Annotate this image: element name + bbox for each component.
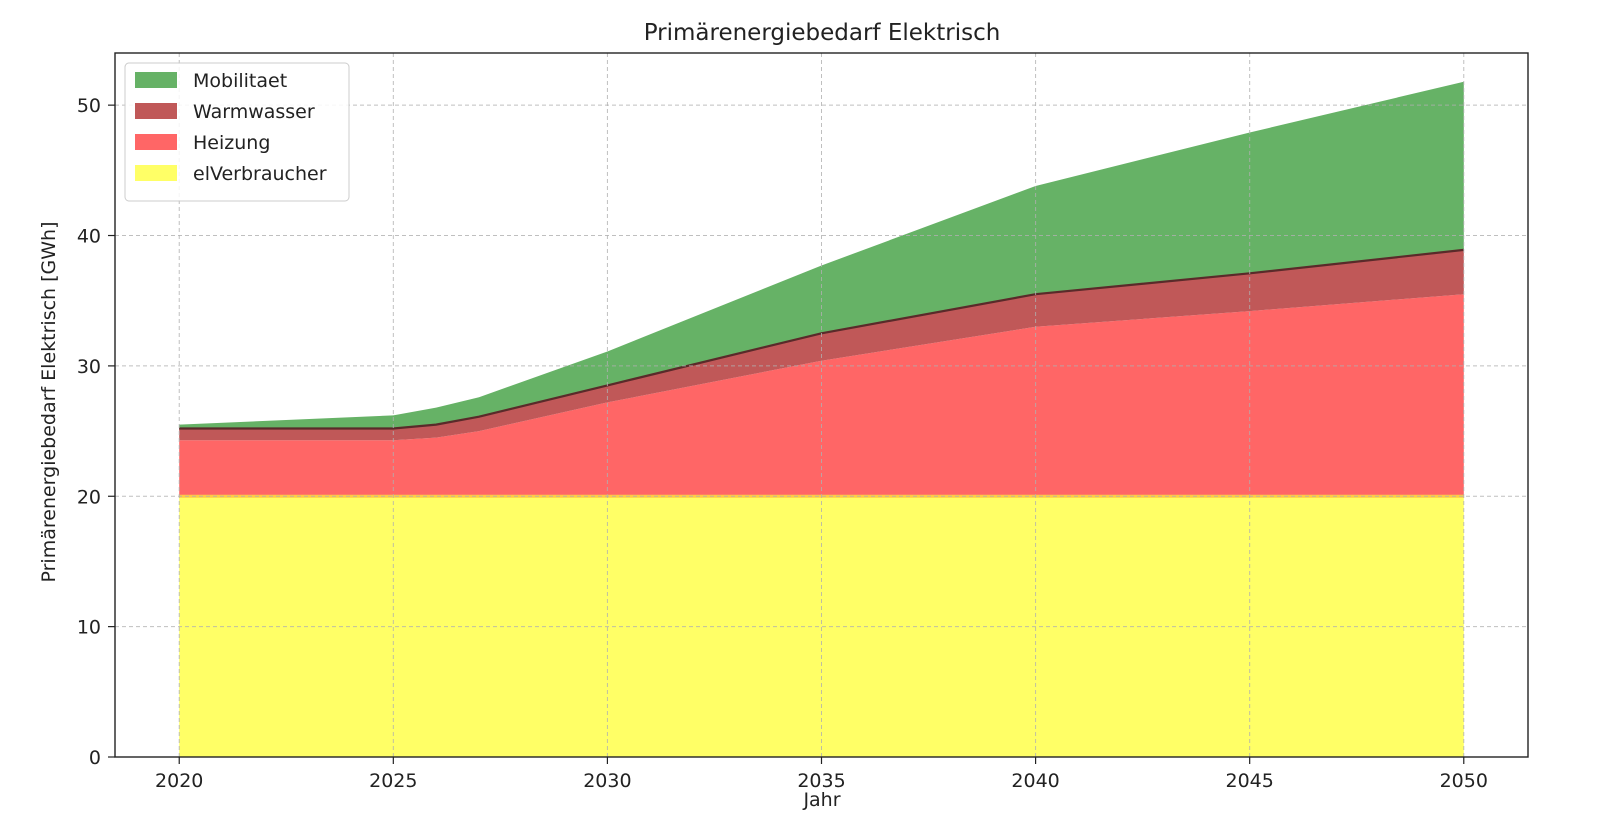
plot-area: 2020 2025 2030 2035 2040 2045 205001020304050M…: [77, 52, 1529, 792]
y-tick-label: 40: [77, 226, 101, 248]
x-tick-label: 2035: [797, 770, 845, 792]
y-tick-label: 50: [77, 95, 101, 117]
area-warmwasser: [179, 249, 1464, 441]
legend-swatch-elverbraucher: [135, 165, 177, 181]
y-tick-label: 20: [77, 486, 101, 508]
area-elverbraucher: [179, 496, 1464, 757]
legend-label-elverbraucher: elVerbraucher: [193, 163, 327, 185]
y-tick-label: 10: [77, 617, 101, 639]
x-axis-title: Jahr: [802, 789, 840, 811]
legend-label-warmwasser: Warmwasser: [193, 101, 315, 123]
x-tick-label: 2020: [155, 770, 203, 792]
y-tick-label: 30: [77, 356, 101, 378]
x-tick-label: 2030: [583, 770, 631, 792]
x-tick-label: 2050: [1440, 770, 1488, 792]
x-tick-label: 2040: [1011, 770, 1059, 792]
y-tick-label: 0: [89, 747, 101, 769]
legend-swatch-warmwasser: [135, 103, 177, 119]
legend-swatch-mobilitaet: [135, 72, 177, 88]
legend-label-heizung: Heizung: [193, 132, 270, 154]
y-axis-title: Primärenergiebedarf Elektrisch [GWh]: [38, 222, 60, 583]
area-mobilitaet: [179, 81, 1464, 429]
x-tick-label: 2025: [369, 770, 417, 792]
x-tick-label: 2045: [1226, 770, 1274, 792]
legend-label-mobilitaet: Mobilitaet: [193, 70, 287, 92]
area-heizung: [179, 294, 1464, 497]
legend-box: [124, 62, 350, 202]
legend-swatch-heizung: [135, 134, 177, 150]
chart-title: Primärenergiebedarf Elektrisch: [644, 20, 1001, 46]
